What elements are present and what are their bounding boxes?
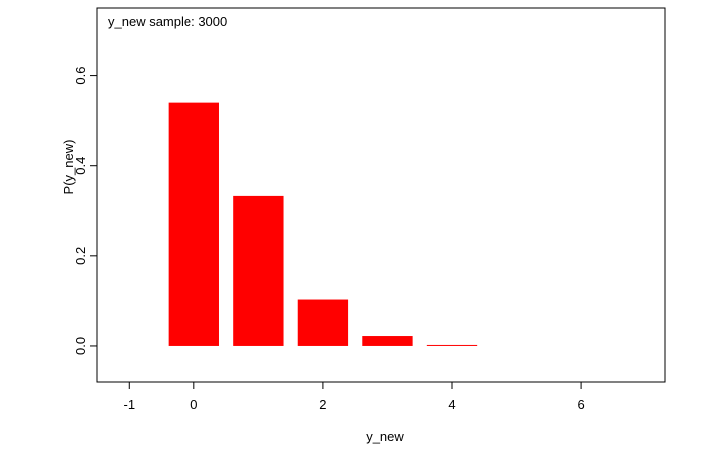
x-axis: -1 0 2 4 6	[123, 382, 585, 412]
y-axis: 0.0 0.2 0.4 0.6	[73, 67, 97, 355]
sample-annotation: y_new sample: 3000	[108, 14, 227, 29]
bar-1	[233, 195, 284, 346]
y-tick-label: 0.2	[73, 247, 88, 265]
y-tick-label: 0.6	[73, 67, 88, 85]
bar-4	[426, 344, 478, 346]
y-tick-label: 0.0	[73, 337, 88, 355]
bar-3	[362, 336, 413, 346]
x-tick-label: 2	[319, 397, 326, 412]
x-tick-label: 4	[448, 397, 455, 412]
y-axis-label: P(y_new)	[61, 140, 76, 195]
bar-0	[168, 102, 219, 346]
bar-2	[297, 299, 349, 346]
x-tick-label: 6	[577, 397, 584, 412]
bars	[168, 102, 478, 346]
y-tick-label: 0.4	[73, 157, 88, 175]
x-axis-label: y_new	[366, 429, 404, 444]
x-tick-label: 0	[190, 397, 197, 412]
x-tick-label: -1	[123, 397, 135, 412]
plot-frame	[96, 7, 666, 383]
